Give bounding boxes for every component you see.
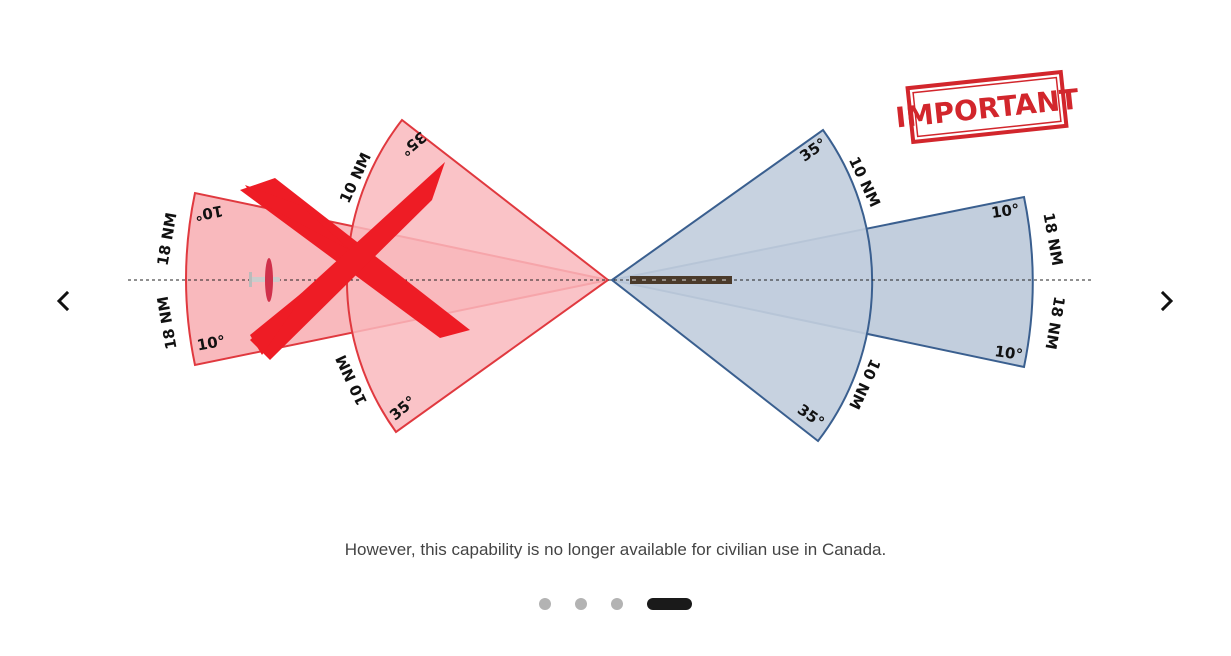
runway-icon bbox=[630, 276, 732, 284]
red-outer-top-angle-label: 10° bbox=[193, 202, 224, 225]
pagination-dot-4[interactable] bbox=[647, 598, 692, 610]
slide-caption: However, this capability is no longer av… bbox=[344, 540, 887, 559]
pagination-dot-3[interactable] bbox=[611, 598, 623, 610]
red-outer-bottom-range-label: 18 NM bbox=[154, 295, 181, 351]
blue-inner-sector bbox=[610, 128, 874, 443]
blue-outer-top-range-label: 18 NM bbox=[1039, 211, 1066, 267]
previous-slide-button[interactable] bbox=[48, 286, 78, 316]
chevron-left-icon bbox=[56, 290, 70, 312]
blue-outer-top-angle-label: 10° bbox=[990, 200, 1021, 222]
important-stamp: IMPORTANT bbox=[894, 69, 1080, 145]
red-outer-bottom-angle-label: 10° bbox=[196, 332, 227, 355]
blue-outer-bottom-range-label: 18 NM bbox=[1041, 295, 1068, 351]
pagination-dot-2[interactable] bbox=[575, 598, 587, 610]
blue-outer-bottom-angle-label: 10° bbox=[993, 342, 1024, 364]
pagination-dots bbox=[0, 598, 1231, 610]
chevron-right-icon bbox=[1160, 290, 1174, 312]
next-slide-button[interactable] bbox=[1152, 286, 1182, 316]
airplane-icon bbox=[249, 258, 280, 302]
pagination-dot-1[interactable] bbox=[539, 598, 551, 610]
cross-mark-icon bbox=[240, 162, 470, 360]
red-outer-top-range-label: 18 NM bbox=[154, 211, 181, 267]
slide-image: IMPORTANT 18 NM 18 NM 10° 10° 10 NM 10 N… bbox=[128, 69, 1094, 443]
